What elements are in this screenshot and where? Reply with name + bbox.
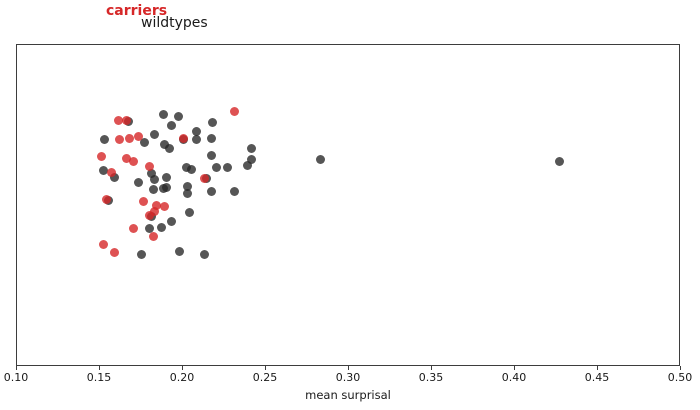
scatter-point-wildtype — [146, 169, 156, 179]
x-tick-mark — [348, 366, 349, 370]
scatter-point-wildtype — [158, 184, 168, 194]
scatter-point-wildtype — [158, 110, 168, 120]
scatter-point-wildtype — [200, 250, 210, 260]
x-tick-label: 0.45 — [584, 371, 610, 384]
scatter-point-wildtype — [191, 127, 201, 137]
scatter-point-wildtype — [137, 249, 146, 259]
scatter-point-wildtype — [150, 130, 160, 140]
scatter-point-wildtype — [100, 134, 110, 144]
legend-carriers-label: carriers — [106, 3, 168, 19]
scatter-point-wildtype — [186, 165, 196, 175]
scatter-point-wildtype — [206, 187, 216, 196]
x-tick-label: 0.25 — [252, 371, 278, 384]
x-tick-label: 0.50 — [667, 371, 693, 384]
scatter-point-wildtype — [160, 139, 170, 149]
scatter-point-wildtype — [316, 154, 326, 164]
scatter-point-wildtype — [166, 216, 176, 226]
scatter-point-wildtype — [156, 223, 166, 233]
scatter-point-carrier — [148, 232, 158, 242]
scatter-point-carrier — [110, 248, 120, 258]
x-axis-label: mean surprisal — [305, 388, 391, 402]
x-tick-mark — [16, 366, 17, 370]
x-tick-mark — [265, 366, 266, 370]
scatter-point-carrier — [151, 200, 161, 210]
legend-wildtypes-label: wildtypes — [141, 15, 208, 31]
scatter-point-carrier — [229, 106, 239, 116]
scatter-point-carrier — [200, 174, 210, 184]
scatter-point-carrier — [113, 116, 123, 126]
scatter-point-wildtype — [555, 157, 565, 167]
scatter-point-carrier — [97, 151, 107, 161]
x-tick-label: 0.10 — [3, 371, 29, 384]
scatter-point-carrier — [128, 157, 138, 167]
x-tick-label: 0.35 — [418, 371, 444, 384]
scatter-point-carrier — [150, 206, 160, 216]
scatter-point-wildtype — [185, 208, 195, 218]
scatter-point-carrier — [98, 239, 108, 249]
x-tick-label: 0.20 — [169, 371, 195, 384]
scatter-point-wildtype — [211, 162, 221, 172]
scatter-point-wildtype — [145, 224, 155, 234]
x-tick-mark — [597, 366, 598, 370]
scatter-point-carrier — [145, 211, 155, 221]
plot-area — [16, 44, 680, 366]
scatter-point-wildtype — [165, 144, 175, 154]
scatter-point-carrier — [102, 195, 112, 205]
scatter-point-carrier — [133, 131, 143, 141]
scatter-point-wildtype — [150, 174, 160, 184]
scatter-point-carrier — [122, 154, 132, 164]
scatter-point-wildtype — [140, 138, 150, 148]
scatter-point-wildtype — [133, 178, 143, 188]
scatter-point-wildtype — [181, 162, 191, 172]
scatter-point-wildtype — [183, 188, 193, 198]
scatter-point-wildtype — [208, 118, 218, 128]
scatter-point-wildtype — [206, 150, 216, 160]
x-tick-mark — [99, 366, 100, 370]
x-tick-label: 0.15 — [86, 371, 112, 384]
x-tick-label: 0.30 — [335, 371, 361, 384]
scatter-point-carrier — [122, 116, 132, 126]
scatter-point-wildtype — [191, 135, 201, 145]
scatter-point-wildtype — [229, 186, 239, 196]
scatter-point-carrier — [115, 134, 125, 144]
scatter-point-wildtype — [246, 144, 256, 154]
x-tick-mark — [431, 366, 432, 370]
x-tick-mark — [514, 366, 515, 370]
scatter-point-carrier — [160, 202, 170, 212]
scatter-point-wildtype — [183, 181, 193, 191]
scatter-point-wildtype — [206, 133, 216, 143]
scatter-point-wildtype — [110, 173, 120, 183]
scatter-point-wildtype — [175, 247, 185, 257]
scatter-point-carrier — [138, 196, 148, 206]
scatter-point-wildtype — [98, 165, 108, 175]
scatter-point-wildtype — [173, 111, 183, 121]
scatter-point-carrier — [145, 162, 155, 172]
scatter-point-wildtype — [148, 185, 158, 195]
scatter-point-wildtype — [161, 172, 171, 182]
x-tick-label: 0.40 — [501, 371, 527, 384]
scatter-point-carrier — [128, 224, 138, 234]
x-tick-mark — [680, 366, 681, 370]
scatter-point-wildtype — [243, 160, 253, 170]
x-tick-mark — [182, 366, 183, 370]
scatter-point-carrier — [178, 133, 188, 143]
scatter-point-carrier — [125, 133, 135, 143]
scatter-point-wildtype — [166, 120, 176, 130]
scatter-point-wildtype — [223, 162, 233, 172]
scatter-point-carrier — [107, 168, 117, 178]
scatter-point-wildtype — [246, 155, 256, 165]
